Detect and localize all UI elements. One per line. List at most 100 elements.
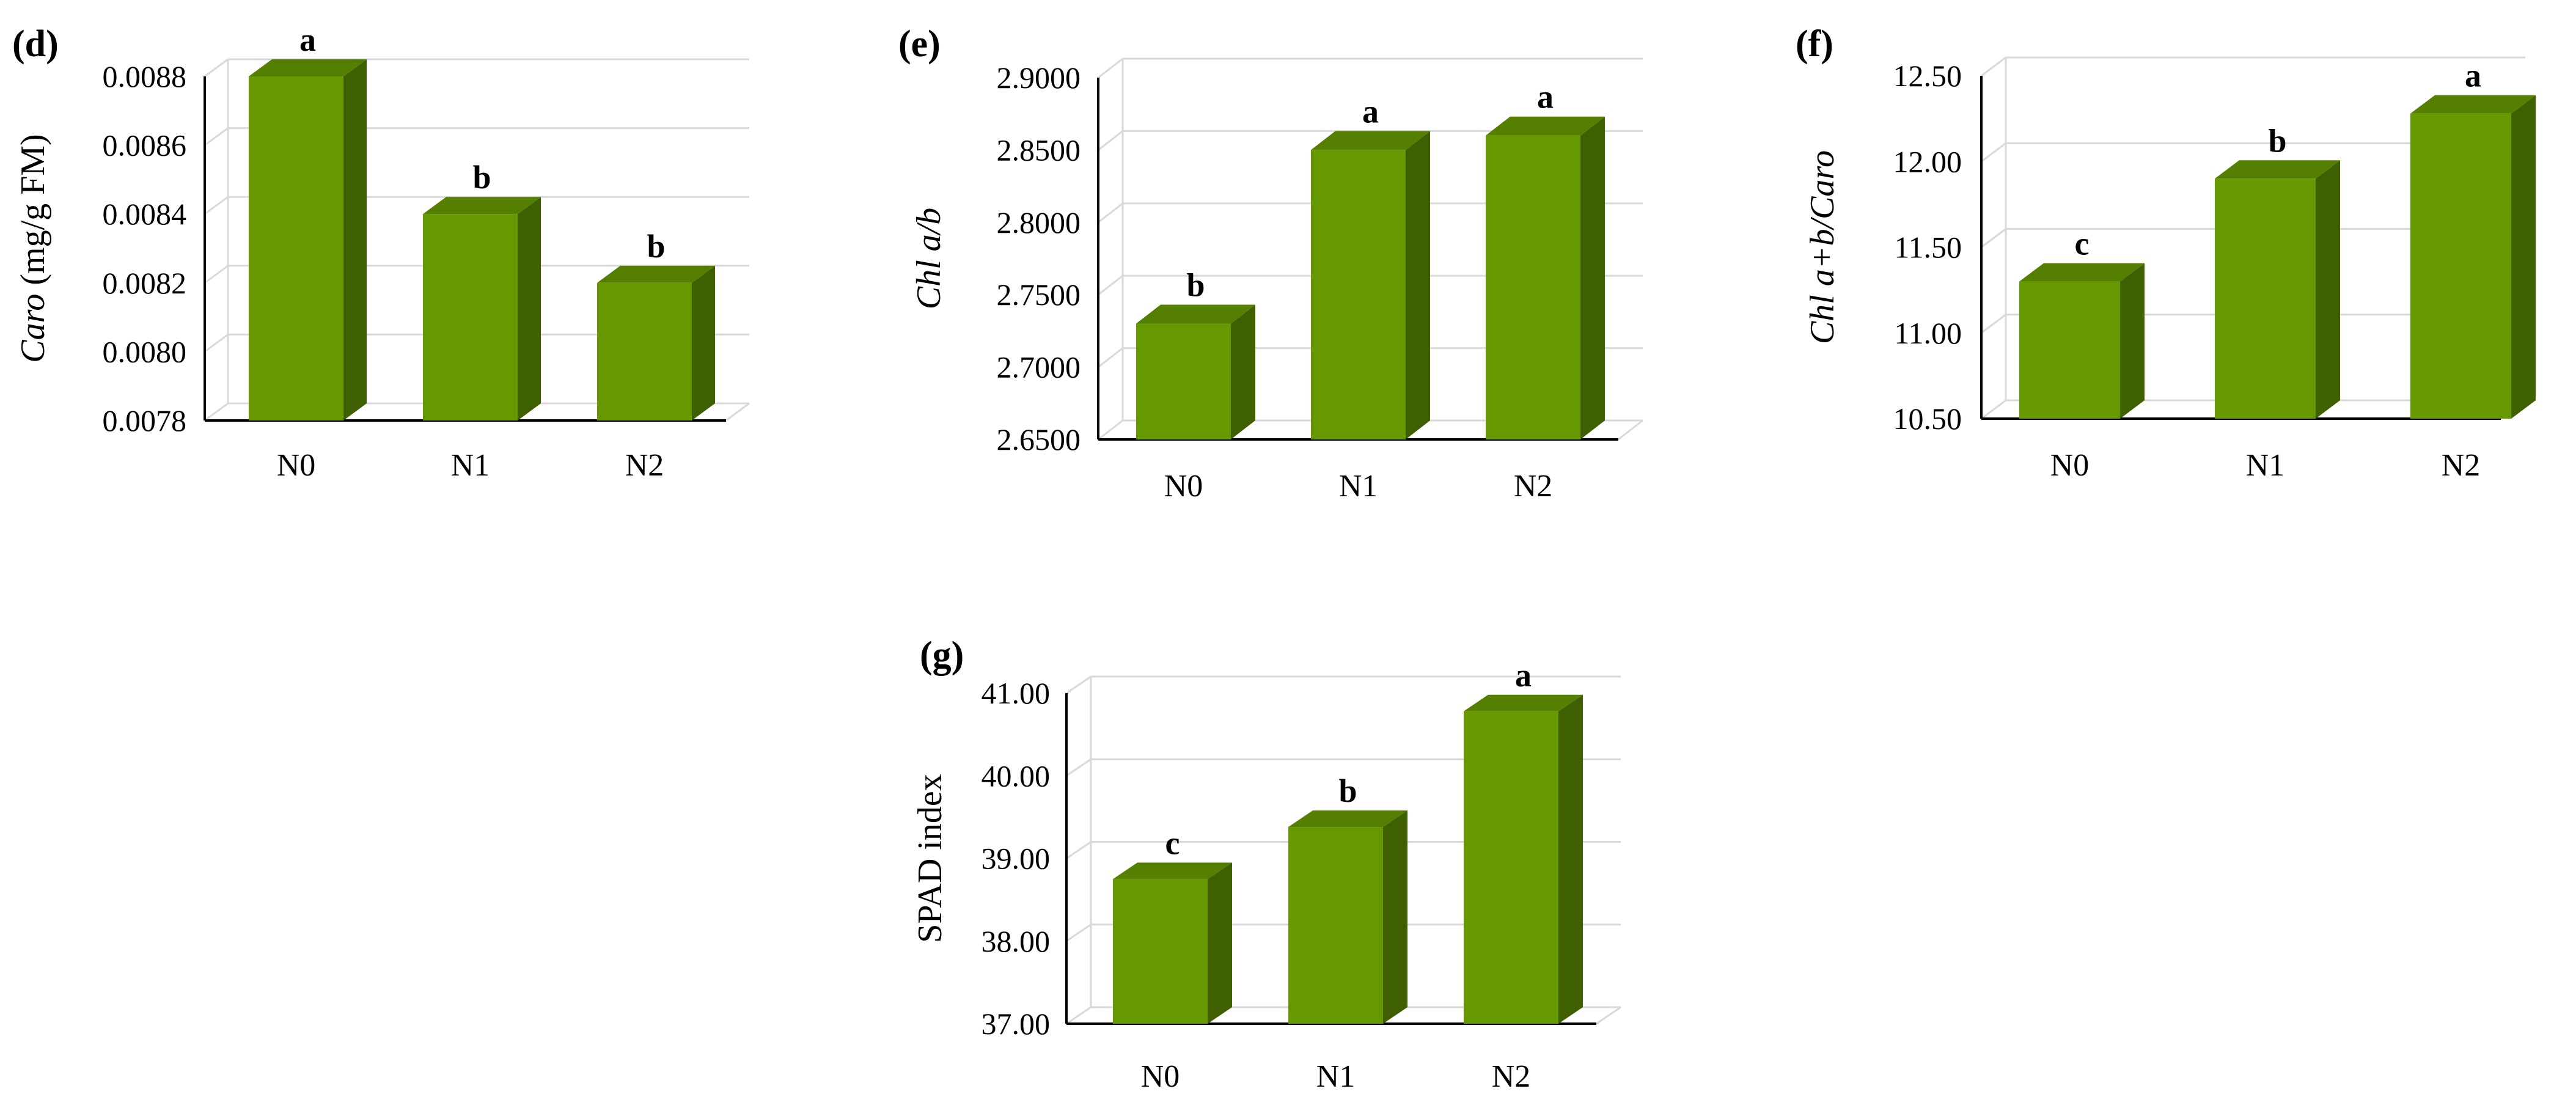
bar-side-face	[1231, 304, 1255, 439]
gridline-diagonal	[204, 127, 229, 146]
bar-top-face	[249, 59, 367, 76]
bar-front-face	[1288, 827, 1383, 1024]
significance-letter: a	[299, 21, 316, 58]
y-tick-label: 37.00	[982, 1007, 1051, 1041]
bar-N0	[1113, 862, 1232, 1024]
chart-panel-d: 0.0078 0.0080 0.0082 0.0084 0.0086 0.0088 a N0 b…	[12, 21, 750, 483]
bar-front-face	[249, 76, 343, 420]
significance-letter: c	[1165, 824, 1180, 861]
bar-top-face	[597, 265, 715, 283]
panel-label: (g)	[920, 634, 964, 676]
x-category-label: N1	[2246, 448, 2285, 483]
chart-panel-f: 10.50 11.00 11.50 12.00 12.50 c N0 b N1 a N2 (f) Chl…	[1796, 23, 2536, 483]
bar-top-face	[1288, 810, 1407, 828]
y-tick-label: 2.8000	[997, 205, 1081, 240]
panel-label: (e)	[898, 23, 941, 65]
bar-N0	[249, 59, 367, 420]
x-category-label: N0	[1141, 1059, 1180, 1094]
x-category-label: N2	[1514, 469, 1553, 504]
bar-side-face	[2316, 160, 2340, 419]
bar-front-face	[597, 282, 692, 420]
bar-front-face	[1486, 135, 1580, 439]
floor-edge	[725, 402, 750, 422]
x-category-label: N1	[451, 448, 490, 483]
y-tick-label: 11.00	[1894, 316, 1962, 350]
gridline-diagonal	[1981, 228, 2006, 248]
y-axis-title-italic: Chl a+b/Caro	[1804, 150, 1841, 344]
bar-N2	[597, 265, 715, 420]
gridline-diagonal	[204, 334, 229, 353]
bar-front-face	[2019, 281, 2120, 419]
floor-edge	[1618, 419, 1643, 441]
bar-side-face	[692, 265, 715, 420]
panel-label: (f)	[1796, 23, 1833, 65]
y-tick-label: 11.50	[1894, 230, 1962, 265]
significance-letter: b	[1338, 773, 1357, 809]
gridline-diagonal	[1981, 314, 2006, 334]
y-tick-label: 12.50	[1893, 59, 1962, 93]
x-category-label: N0	[277, 448, 316, 483]
bar-front-face	[1136, 323, 1231, 439]
bar-top-face	[2410, 95, 2536, 114]
y-axis-title: Caro (mg/g FM)	[14, 134, 52, 362]
y-tick-label: 2.7500	[997, 277, 1081, 312]
bar-N1	[1288, 810, 1407, 1024]
y-tick-label: 0.0088	[103, 59, 187, 94]
gridline-diagonal	[1066, 758, 1092, 777]
y-tick-label: 2.7000	[997, 350, 1081, 384]
gridline-diagonal	[1098, 57, 1123, 79]
y-tick-label: 12.00	[1893, 144, 1962, 178]
gridline-diagonal	[1066, 675, 1092, 694]
bar-top-face	[2019, 263, 2145, 282]
y-axis-title-italic: Chl a/b	[910, 208, 948, 309]
gridline-diagonal	[1066, 841, 1092, 859]
x-category-label: N2	[1492, 1059, 1531, 1094]
bar-front-face	[1113, 879, 1208, 1024]
bar-side-face	[2511, 95, 2536, 419]
bar-top-face	[1464, 694, 1583, 711]
y-axis-title: Chl a/b	[910, 208, 948, 309]
y-tick-label: 0.0082	[103, 266, 187, 300]
bar-front-face	[423, 214, 518, 420]
bar-side-face	[1558, 694, 1583, 1024]
y-tick-label: 10.50	[1893, 402, 1962, 436]
bar-N0	[2019, 263, 2145, 419]
y-tick-label: 39.00	[982, 842, 1051, 876]
gridline-diagonal	[1098, 130, 1123, 151]
bar-top-face	[1486, 116, 1605, 136]
x-category-label: N1	[1316, 1059, 1356, 1094]
x-category-label: N0	[2050, 448, 2090, 483]
significance-letter: b	[472, 159, 491, 196]
bar-N2	[1464, 694, 1583, 1024]
y-tick-label: 0.0080	[103, 334, 187, 369]
gridline-diagonal	[204, 402, 229, 422]
chart-panel-g: 37.00 38.00 39.00 40.00 41.00 c N0 b N1 a N2 (g) SPA…	[911, 634, 1621, 1094]
gridline-diagonal	[1098, 347, 1123, 368]
significance-letter: a	[1515, 657, 1532, 694]
chart-panel-e: 2.6500 2.7000 2.7500 2.8000 2.8500 2.9000 b N0 a…	[898, 23, 1643, 504]
gridline-diagonal	[1098, 419, 1123, 441]
bar-N1	[1311, 131, 1430, 439]
y-axis-title-italic: Caro	[14, 294, 52, 363]
bar-side-face	[1208, 862, 1232, 1024]
bar-side-face	[2120, 263, 2145, 419]
bar-top-face	[1113, 862, 1232, 879]
bar-N1	[2215, 160, 2340, 419]
significance-letter: a	[1537, 79, 1554, 116]
gridline-diagonal	[1981, 56, 2006, 77]
y-tick-label: 0.0086	[103, 128, 187, 163]
bar-top-face	[1311, 131, 1430, 150]
significance-letter: b	[2268, 122, 2286, 159]
bar-N2	[1486, 116, 1605, 440]
bar-front-face	[1464, 711, 1558, 1024]
gridline-diagonal	[1098, 202, 1123, 223]
bar-front-face	[2215, 178, 2316, 419]
y-tick-label: 2.9000	[997, 61, 1081, 95]
y-tick-label: 0.0078	[103, 403, 187, 438]
y-tick-label: 41.00	[982, 676, 1051, 710]
bar-top-face	[423, 197, 541, 215]
y-tick-label: 2.8500	[997, 133, 1081, 167]
gridline-diagonal	[204, 265, 229, 284]
bar-side-face	[1406, 131, 1430, 439]
